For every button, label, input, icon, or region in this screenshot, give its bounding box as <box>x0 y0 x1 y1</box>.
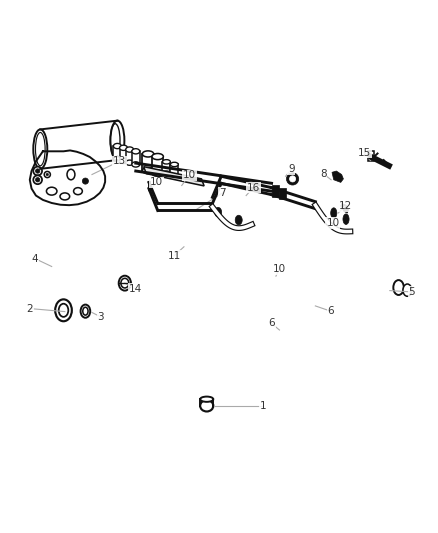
Ellipse shape <box>170 162 178 167</box>
Circle shape <box>35 169 40 173</box>
Ellipse shape <box>113 157 121 162</box>
Ellipse shape <box>215 207 222 217</box>
Bar <box>162 162 170 173</box>
Text: 3: 3 <box>97 312 104 322</box>
Ellipse shape <box>200 397 213 402</box>
Circle shape <box>290 176 296 182</box>
Ellipse shape <box>393 280 404 295</box>
Ellipse shape <box>55 300 72 321</box>
Ellipse shape <box>83 307 88 315</box>
Text: 10: 10 <box>183 171 196 180</box>
Polygon shape <box>332 171 343 182</box>
Text: 12: 12 <box>339 201 352 211</box>
Ellipse shape <box>343 214 349 224</box>
Ellipse shape <box>120 158 127 164</box>
Bar <box>126 150 134 163</box>
Bar <box>113 146 121 159</box>
Bar <box>170 165 178 176</box>
Bar <box>152 157 163 173</box>
Ellipse shape <box>119 276 131 290</box>
Ellipse shape <box>110 120 124 160</box>
Ellipse shape <box>162 171 170 175</box>
Polygon shape <box>341 204 349 213</box>
Ellipse shape <box>152 170 163 176</box>
Ellipse shape <box>200 400 213 411</box>
Circle shape <box>33 175 42 184</box>
Text: 7: 7 <box>219 188 226 198</box>
Text: 15: 15 <box>358 148 371 158</box>
Circle shape <box>33 167 42 175</box>
Bar <box>120 148 127 161</box>
Text: 2: 2 <box>26 304 33 313</box>
Ellipse shape <box>67 169 75 180</box>
Ellipse shape <box>126 147 134 152</box>
Ellipse shape <box>120 145 127 150</box>
Ellipse shape <box>81 304 90 318</box>
Text: 13: 13 <box>113 156 126 166</box>
Ellipse shape <box>142 167 154 174</box>
Bar <box>142 154 154 171</box>
Ellipse shape <box>152 154 163 159</box>
Bar <box>272 185 279 197</box>
Text: 6: 6 <box>327 306 334 316</box>
Bar <box>368 151 374 160</box>
Ellipse shape <box>235 215 242 225</box>
Ellipse shape <box>331 208 337 219</box>
Bar <box>279 188 286 199</box>
Text: 10: 10 <box>150 177 163 188</box>
Polygon shape <box>144 167 204 186</box>
Ellipse shape <box>74 188 82 195</box>
Ellipse shape <box>162 159 170 164</box>
Text: 1: 1 <box>259 401 266 411</box>
Text: 6: 6 <box>268 318 275 328</box>
Ellipse shape <box>121 278 129 288</box>
Circle shape <box>82 178 88 184</box>
Text: 5: 5 <box>408 287 415 297</box>
Ellipse shape <box>33 130 47 169</box>
Text: 4: 4 <box>32 254 39 264</box>
Text: 16: 16 <box>247 183 260 192</box>
Circle shape <box>286 173 299 185</box>
Text: 9: 9 <box>288 164 295 174</box>
Ellipse shape <box>59 304 68 317</box>
Text: 8: 8 <box>320 168 327 179</box>
Text: 10: 10 <box>273 264 286 273</box>
Ellipse shape <box>113 143 121 149</box>
Ellipse shape <box>132 162 140 167</box>
Ellipse shape <box>46 187 57 195</box>
Ellipse shape <box>403 284 412 296</box>
Text: 11: 11 <box>168 251 181 261</box>
Ellipse shape <box>142 151 154 157</box>
Ellipse shape <box>60 193 70 200</box>
Text: 14: 14 <box>129 284 142 294</box>
Ellipse shape <box>170 174 178 178</box>
Bar <box>132 151 140 165</box>
Circle shape <box>46 173 49 176</box>
Circle shape <box>44 172 50 177</box>
Text: 10: 10 <box>326 217 339 228</box>
Ellipse shape <box>132 149 140 154</box>
Circle shape <box>35 177 40 182</box>
Ellipse shape <box>126 160 134 165</box>
